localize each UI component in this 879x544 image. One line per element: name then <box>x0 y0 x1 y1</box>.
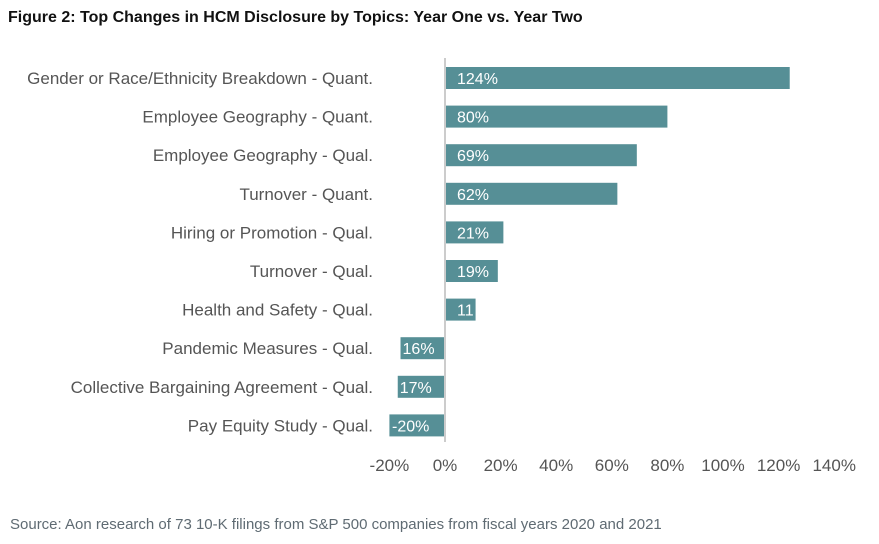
chart-title: Figure 2: Top Changes in HCM Disclosure … <box>8 9 583 26</box>
bar <box>445 67 790 89</box>
x-axis-ticks: -20% 0% 20% 40% 60% 80% 100% 120% 140% <box>370 456 856 475</box>
x-tick-label: 40% <box>539 456 573 475</box>
bar <box>397 375 445 398</box>
data-label: 17% <box>400 380 432 397</box>
data-label: 19% <box>457 264 489 281</box>
x-tick-label: 80% <box>650 456 684 475</box>
x-tick-label: 20% <box>484 456 518 475</box>
data-label: 80% <box>457 110 489 127</box>
category-label: Pay Equity Study - Qual. <box>188 416 373 435</box>
category-label: Employee Geography - Quant. <box>142 108 373 127</box>
data-labels: 124% 80% 69% 62% 21% 19% 11 16% 17% -20% <box>392 71 498 435</box>
bar <box>445 221 504 244</box>
category-label: Turnover - Qual. <box>250 262 373 281</box>
x-tick-label: 140% <box>812 456 855 475</box>
x-tick-label: 0% <box>433 456 458 475</box>
bar <box>445 298 476 321</box>
bars <box>389 67 790 437</box>
bar <box>445 105 668 128</box>
category-label: Pandemic Measures - Qual. <box>162 339 373 358</box>
x-tick-label: 60% <box>595 456 629 475</box>
bar <box>445 182 618 205</box>
category-label: Turnover - Quant. <box>239 185 373 204</box>
category-label: Gender or Race/Ethnicity Breakdown - Qua… <box>27 69 373 88</box>
x-tick-label: -20% <box>370 456 410 475</box>
x-tick-label: 120% <box>757 456 800 475</box>
category-labels: Gender or Race/Ethnicity Breakdown - Qua… <box>27 69 373 435</box>
bar <box>445 144 637 167</box>
data-label: 62% <box>457 187 489 204</box>
bar <box>445 260 498 282</box>
data-label: 69% <box>457 148 489 165</box>
data-label: 124% <box>457 71 498 88</box>
bar <box>389 414 445 437</box>
x-tick-label: 100% <box>701 456 744 475</box>
category-label: Hiring or Promotion - Qual. <box>171 223 373 242</box>
category-label: Collective Bargaining Agreement - Qual. <box>71 378 373 397</box>
data-label: 16% <box>403 341 435 358</box>
category-label: Employee Geography - Qual. <box>153 146 373 165</box>
data-label: 11 <box>457 303 474 320</box>
data-label: -20% <box>392 418 429 435</box>
source-note: Source: Aon research of 73 10-K filings … <box>10 516 662 533</box>
bar <box>400 337 445 360</box>
data-label: 21% <box>457 225 489 242</box>
category-label: Health and Safety - Qual. <box>182 301 373 320</box>
